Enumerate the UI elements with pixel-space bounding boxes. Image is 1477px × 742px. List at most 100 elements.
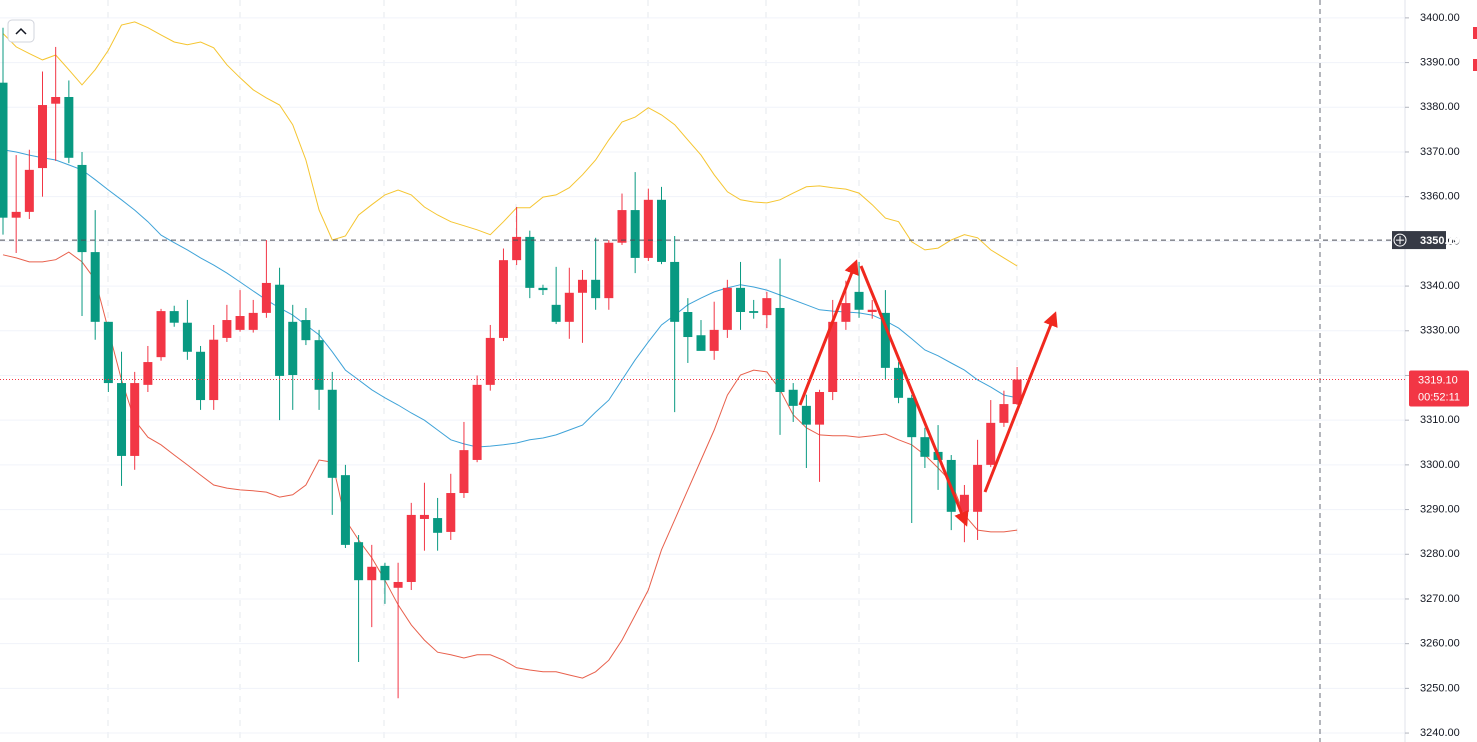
last-price-label: 3319.10 [1418, 374, 1458, 386]
y-tick-label: 3300.00 [1420, 459, 1460, 471]
candle-body [538, 287, 548, 291]
candle-body [419, 514, 429, 519]
candle-body [788, 389, 798, 406]
candle-body [459, 450, 469, 494]
candle-body [182, 322, 192, 352]
y-tick-label: 3360.00 [1420, 191, 1460, 203]
y-tick-label: 3340.00 [1420, 280, 1460, 292]
arrow-up [798, 259, 859, 406]
candle-body [722, 287, 732, 330]
candle-body [367, 566, 377, 581]
candle-body [854, 291, 864, 310]
candle-body [51, 96, 61, 104]
candle-body [591, 279, 601, 299]
collapse-icon [15, 27, 27, 35]
candle-body [907, 397, 917, 438]
candle-body [999, 404, 1009, 423]
candle-body [38, 105, 48, 169]
candle-body [657, 199, 666, 262]
vertical-grid [107, 0, 1018, 742]
y-tick-label: 3330.00 [1420, 325, 1460, 337]
candle-body [801, 405, 811, 425]
candle-body [288, 321, 298, 376]
candle-body [340, 475, 350, 545]
crosshair-price-label: 3350.29 [1420, 235, 1460, 247]
candle-body [433, 518, 443, 533]
candle-body [604, 242, 614, 299]
candle-body [551, 304, 561, 322]
candle-body [683, 311, 693, 338]
candle-body [815, 392, 825, 425]
candles [0, 27, 1022, 699]
drawings [798, 259, 1058, 527]
crosshair-icon-plus [1396, 236, 1404, 245]
candle-body [512, 236, 522, 261]
candle-body [762, 298, 772, 316]
price-labels: 3350.29 3319.10 00:52:11 [0, 231, 1469, 407]
y-tick-label: 3380.00 [1420, 101, 1460, 113]
last-price-box [1409, 370, 1469, 407]
candle-body [196, 351, 206, 401]
collapse-button-box[interactable] [7, 19, 35, 43]
candle-body [696, 335, 706, 351]
candle-body [117, 383, 127, 456]
candle-body [867, 309, 877, 312]
y-tick-label: 3310.00 [1420, 414, 1460, 426]
candle-body [498, 260, 508, 338]
candle-body [261, 282, 271, 313]
candle-body [736, 287, 746, 312]
candle-body [235, 316, 245, 330]
candle-body [11, 211, 21, 218]
y-tick-label: 3270.00 [1420, 593, 1460, 605]
y-tick-label: 3260.00 [1420, 638, 1460, 650]
candle-body [446, 493, 456, 532]
candle-body [275, 284, 285, 376]
price-axis: 3400.00 3390.00 3380.00 3370.00 3360.00 3350.… [1405, 12, 1460, 739]
countdown-label: 00:52:11 [1418, 391, 1460, 403]
grid [0, 17, 1405, 734]
candle-body [24, 169, 34, 212]
candle-body [828, 321, 838, 393]
candle-body [301, 320, 311, 341]
candle-body [1012, 379, 1022, 405]
candle-body [841, 303, 851, 322]
candle-body [156, 311, 166, 358]
candle-body [525, 236, 535, 288]
candle-body [920, 437, 930, 457]
candle-body [577, 279, 587, 293]
y-tick-label: 3390.00 [1420, 56, 1460, 68]
arrow-up [983, 311, 1058, 493]
candle-body [643, 199, 653, 258]
band-line [2, 251, 1018, 679]
candle-body [973, 464, 983, 512]
collapse-button[interactable] [7, 19, 35, 43]
crosshair-label-box [1392, 231, 1446, 250]
candle-body [617, 210, 627, 243]
candle-body [749, 311, 759, 313]
y-tick-label: 3370.00 [1420, 146, 1460, 158]
candle-body [64, 96, 74, 158]
candle-body [169, 311, 179, 323]
band-line [2, 21, 1018, 267]
candle-body [986, 422, 996, 465]
y-tick-label: 3400.00 [1420, 12, 1460, 24]
candle-body [670, 261, 680, 322]
candle-body [103, 321, 113, 384]
candle-body [77, 164, 87, 253]
candle-body [380, 565, 390, 581]
candle-body [630, 210, 640, 258]
edge-marker [1473, 27, 1477, 39]
candle-body [485, 337, 495, 385]
candle-body [354, 542, 364, 581]
candle-body [709, 329, 719, 351]
candle-body [248, 312, 258, 330]
candle-body [0, 82, 8, 218]
edge-marker [1473, 59, 1477, 71]
arrow-down [859, 265, 969, 527]
candle-body [894, 367, 904, 398]
y-tick-label: 3280.00 [1420, 548, 1460, 560]
candle-body [472, 384, 482, 460]
candle-body [406, 514, 416, 582]
candle-body [880, 312, 890, 368]
